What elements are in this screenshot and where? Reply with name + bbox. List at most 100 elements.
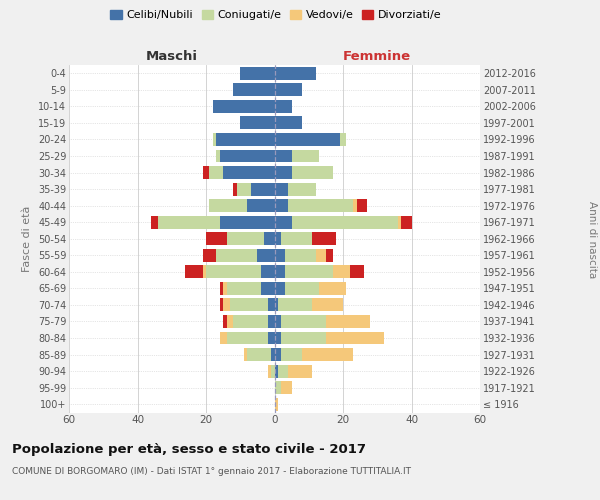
Bar — [220, 332, 227, 344]
Bar — [220, 150, 275, 162]
Bar — [398, 216, 401, 228]
Bar — [233, 182, 237, 196]
Bar — [281, 381, 292, 394]
Bar — [223, 166, 275, 179]
Bar — [203, 166, 209, 179]
Bar — [278, 364, 288, 378]
Bar — [237, 182, 251, 196]
Text: Maschi: Maschi — [146, 50, 198, 62]
Bar — [247, 199, 275, 212]
Bar — [275, 216, 292, 228]
Bar — [275, 116, 302, 130]
Text: Anni di nascita: Anni di nascita — [587, 202, 597, 278]
Bar — [227, 282, 261, 295]
Bar — [275, 100, 292, 113]
Bar — [281, 315, 326, 328]
Bar — [326, 249, 333, 262]
Bar — [281, 332, 326, 344]
Bar — [278, 298, 312, 312]
Bar — [268, 298, 275, 312]
Bar — [271, 364, 275, 378]
Bar — [312, 298, 343, 312]
Bar — [275, 133, 340, 146]
Bar — [227, 332, 268, 344]
Bar — [319, 282, 346, 295]
Bar — [244, 348, 247, 361]
Bar — [285, 282, 319, 295]
Bar — [275, 266, 285, 278]
Bar — [233, 315, 268, 328]
Bar — [350, 266, 364, 278]
Bar — [401, 216, 412, 228]
Bar — [275, 282, 285, 295]
Bar — [340, 133, 346, 146]
Bar — [223, 315, 227, 328]
Bar — [275, 150, 292, 162]
Bar — [275, 67, 316, 80]
Bar — [285, 266, 333, 278]
Bar — [281, 348, 302, 361]
Bar — [275, 232, 281, 245]
Bar — [288, 182, 316, 196]
Bar — [220, 282, 223, 295]
Bar — [268, 315, 275, 328]
Bar — [227, 315, 233, 328]
Bar — [209, 166, 223, 179]
Bar — [216, 249, 257, 262]
Bar — [220, 298, 223, 312]
Bar — [353, 199, 356, 212]
Bar — [275, 398, 278, 410]
Bar — [288, 199, 353, 212]
Bar — [251, 182, 275, 196]
Bar — [292, 150, 319, 162]
Bar — [302, 348, 353, 361]
Bar — [312, 232, 336, 245]
Bar — [257, 249, 275, 262]
Bar — [216, 150, 220, 162]
Bar — [326, 332, 384, 344]
Bar — [268, 332, 275, 344]
Bar — [209, 199, 247, 212]
Bar — [261, 282, 275, 295]
Bar — [261, 266, 275, 278]
Bar — [275, 332, 281, 344]
Bar — [316, 249, 326, 262]
Bar — [275, 364, 278, 378]
Legend: Celibi/Nubili, Coniugati/e, Vedovi/e, Divorziati/e: Celibi/Nubili, Coniugati/e, Vedovi/e, Di… — [106, 6, 446, 25]
Bar — [206, 266, 261, 278]
Bar — [151, 216, 158, 228]
Bar — [223, 282, 227, 295]
Bar — [275, 298, 278, 312]
Bar — [158, 216, 220, 228]
Bar — [213, 133, 216, 146]
Bar — [275, 315, 281, 328]
Bar — [264, 232, 275, 245]
Bar — [281, 232, 312, 245]
Bar — [268, 364, 271, 378]
Bar — [185, 266, 203, 278]
Bar — [203, 266, 206, 278]
Bar — [203, 249, 216, 262]
Bar — [275, 182, 288, 196]
Bar — [271, 348, 275, 361]
Bar — [275, 84, 302, 96]
Text: COMUNE DI BORGOMARO (IM) - Dati ISTAT 1° gennaio 2017 - Elaborazione TUTTITALIA.: COMUNE DI BORGOMARO (IM) - Dati ISTAT 1°… — [12, 468, 411, 476]
Bar — [216, 133, 275, 146]
Bar — [220, 216, 275, 228]
Bar — [247, 348, 271, 361]
Bar — [275, 166, 292, 179]
Bar — [275, 381, 281, 394]
Bar — [227, 232, 264, 245]
Bar — [206, 232, 227, 245]
Y-axis label: Fasce di età: Fasce di età — [22, 206, 32, 272]
Bar — [275, 199, 288, 212]
Bar — [230, 298, 268, 312]
Bar — [213, 100, 275, 113]
Bar — [326, 315, 370, 328]
Bar — [223, 298, 230, 312]
Text: Popolazione per età, sesso e stato civile - 2017: Popolazione per età, sesso e stato civil… — [12, 442, 366, 456]
Bar — [292, 216, 398, 228]
Bar — [356, 199, 367, 212]
Bar — [233, 84, 275, 96]
Bar — [240, 67, 275, 80]
